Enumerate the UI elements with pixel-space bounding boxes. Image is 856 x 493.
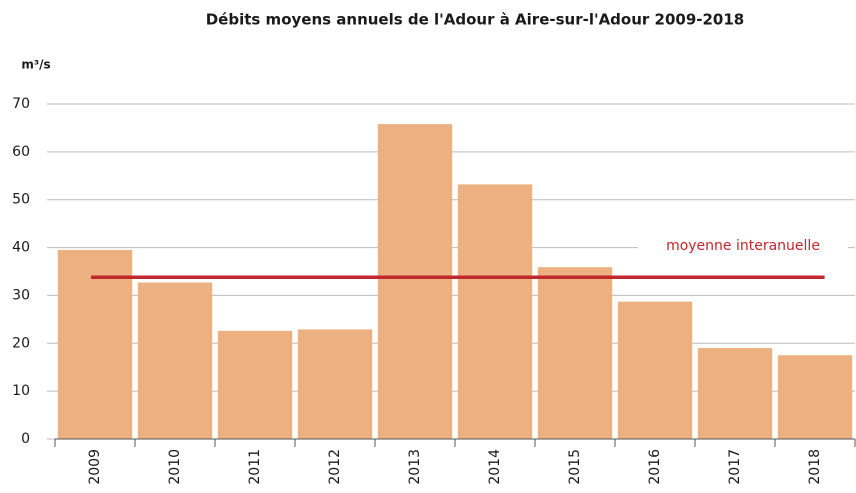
y-tick-label: 40 [12,240,30,256]
x-tick-label: 2013 [407,449,423,485]
y-axis-label: m³/s [21,58,50,72]
reference-label: moyenne interanuelle [666,238,820,254]
x-tick-label: 2015 [567,449,583,485]
bar [297,329,373,439]
bar [617,301,693,439]
x-tick-label: 2011 [247,449,263,485]
y-tick-label: 0 [21,431,30,447]
y-tick-label: 10 [12,383,30,399]
x-tick-label: 2012 [327,449,343,485]
x-tick-label: 2016 [647,449,663,485]
x-tick-label: 2014 [487,449,503,485]
x-tick-label: 2018 [807,449,823,485]
chart-title: Débits moyens annuels de l'Adour à Aire-… [206,11,745,29]
x-tick-label: 2017 [727,449,743,485]
reference-label-bg [638,236,848,257]
y-tick-label: 30 [12,287,30,303]
bar [217,330,293,439]
y-tick-label: 20 [12,335,30,351]
bar [777,355,853,439]
bar [377,124,453,439]
y-tick-label: 60 [12,144,30,160]
x-tick-label: 2009 [87,449,103,485]
bar [697,348,773,439]
bar [457,184,533,439]
y-tick-label: 70 [12,96,30,112]
y-tick-label: 50 [12,192,30,208]
bar [137,282,213,439]
x-tick-label: 2010 [167,449,183,485]
bar [537,267,613,439]
bar [57,249,133,439]
